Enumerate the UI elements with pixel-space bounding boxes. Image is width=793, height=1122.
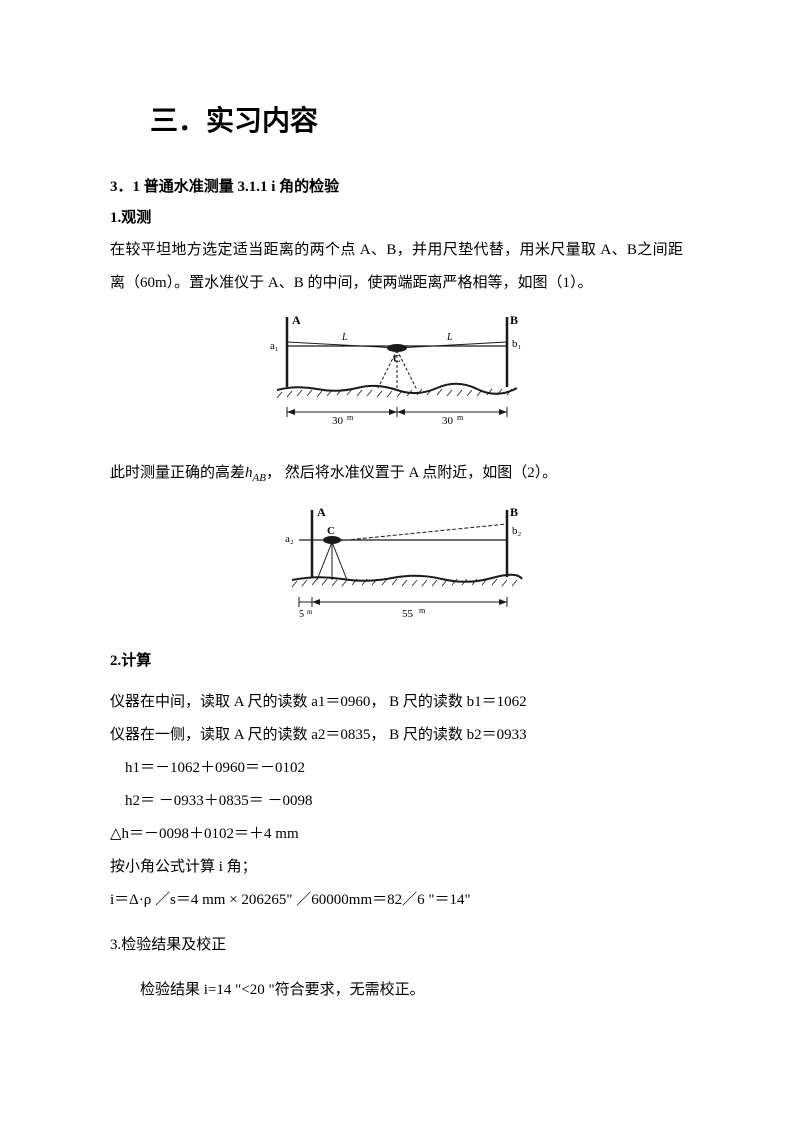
diagram-1-container: A B a₁ b₁ L L C	[110, 312, 683, 442]
result-header: 3.检验结果及校正	[110, 929, 683, 962]
label-b1: b₁	[512, 338, 522, 350]
unit-2a: m	[307, 608, 313, 616]
label-a1: a₁	[270, 340, 279, 352]
label-A: A	[292, 313, 301, 327]
diagram-2: A B a₂ b₂ C	[247, 502, 547, 632]
page-title: 三．实习内容	[150, 95, 683, 148]
diagram-2-container: A B a₂ b₂ C	[110, 502, 683, 632]
observation-paragraph-2: 此时测量正确的高差hAB， 然后将水准仪置于 A 点附近，如图（2）。	[110, 457, 683, 490]
calc-header: 2.计算	[110, 647, 683, 676]
calc-line-1: 仪器在中间，读取 A 尺的读数 a1＝0960， B 尺的读数 b1＝1062	[110, 686, 683, 719]
label-B: B	[510, 313, 518, 327]
unit-1b: m	[457, 413, 464, 422]
calc-line-4: h2＝ －0933＋0835＝ －0098	[110, 785, 683, 818]
observation-header: 1.观测	[110, 204, 683, 233]
unit-2b: m	[419, 606, 426, 615]
calc-line-3: h1＝－1062＋0960＝－0102	[110, 752, 683, 785]
result-text: 检验结果 i=14 "<20 "符合要求，无需校正。	[110, 974, 683, 1007]
calc-line-6: 按小角公式计算 i 角；	[110, 851, 683, 884]
p2-sub: AB	[253, 472, 266, 484]
label-L1: L	[341, 332, 348, 343]
p2-var: h	[245, 465, 253, 481]
dist-left-2: 5	[299, 609, 304, 620]
p2-post: ， 然后将水准仪置于 A 点附近，如图（2）。	[266, 465, 557, 481]
calc-line-2: 仪器在一侧，读取 A 尺的读数 a2＝0835， B 尺的读数 b2＝0933	[110, 719, 683, 752]
label-A2: A	[317, 505, 326, 519]
label-a2: a₂	[285, 533, 294, 545]
p2-pre: 此时测量正确的高差	[110, 465, 245, 481]
calc-line-7: i＝Δ·ρ ／s＝4 mm × 206265" ／60000mm＝82／6 "＝…	[110, 884, 683, 917]
diagram-1: A B a₁ b₁ L L C	[247, 312, 547, 442]
dist-left-1: 30	[332, 415, 344, 427]
observation-paragraph-1: 在较平坦地方选定适当距离的两个点 A、B，并用尺垫代替，用米尺量取 A、B之间距…	[110, 234, 683, 300]
label-b2: b₂	[512, 525, 522, 537]
calc-line-5: △h＝－0098＋0102＝＋4 mm	[110, 818, 683, 851]
dist-right-2: 55	[402, 608, 414, 620]
label-L2: L	[446, 332, 453, 343]
label-B2: B	[510, 505, 518, 519]
dist-right-1: 30	[442, 415, 454, 427]
section-header: 3．1 普通水准测量 3.1.1 i 角的检验	[110, 173, 683, 202]
unit-1a: m	[347, 413, 354, 422]
label-C2: C	[327, 525, 335, 537]
